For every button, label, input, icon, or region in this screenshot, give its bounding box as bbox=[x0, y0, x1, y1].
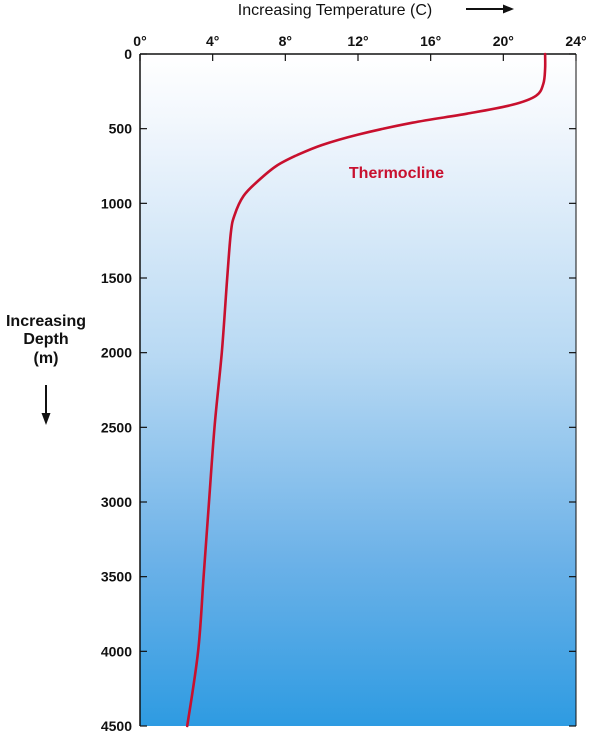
x-tick-label: 8° bbox=[279, 33, 292, 49]
y-tick-label: 3500 bbox=[101, 569, 132, 585]
y-tick-label: 2500 bbox=[101, 419, 132, 435]
thermocline-label: Thermocline bbox=[349, 165, 444, 182]
x-tick-label: 16° bbox=[420, 33, 441, 49]
y-tick-label: 0 bbox=[124, 46, 132, 62]
series-layer bbox=[185, 52, 547, 728]
y-tick-label: 1000 bbox=[101, 195, 132, 211]
y-tick-label: 500 bbox=[109, 121, 133, 137]
temperature-profile-line bbox=[185, 52, 547, 728]
y-tick-label: 2000 bbox=[101, 345, 132, 361]
x-tick-label: 12° bbox=[347, 33, 368, 49]
x-tick-label: 4° bbox=[206, 33, 219, 49]
y-tick-label: 3000 bbox=[101, 494, 132, 510]
x-tick-label: 20° bbox=[493, 33, 514, 49]
plot-background bbox=[140, 54, 576, 726]
x-axis-arrow bbox=[466, 4, 514, 14]
y-axis-arrow bbox=[41, 385, 51, 425]
y-axis-title-line-3: (m) bbox=[34, 350, 59, 367]
y-tick-label: 4500 bbox=[101, 718, 132, 731]
y-ticks: 0 500 1000 1500 2000 2500 3000 3500 4000 4500 bbox=[101, 46, 576, 731]
y-tick-label: 1500 bbox=[101, 270, 132, 286]
y-axis-title-line-2: Depth bbox=[23, 331, 68, 348]
x-axis-title: Increasing Temperature (C) bbox=[238, 2, 432, 19]
y-tick-label: 4000 bbox=[101, 643, 132, 659]
y-axis-title-line-1: Increasing bbox=[6, 313, 86, 330]
x-ticks: 0° 4° 8° 12° 16° 20° 24° bbox=[133, 33, 587, 61]
x-tick-label: 24° bbox=[565, 33, 586, 49]
x-tick-label: 0° bbox=[133, 33, 146, 49]
